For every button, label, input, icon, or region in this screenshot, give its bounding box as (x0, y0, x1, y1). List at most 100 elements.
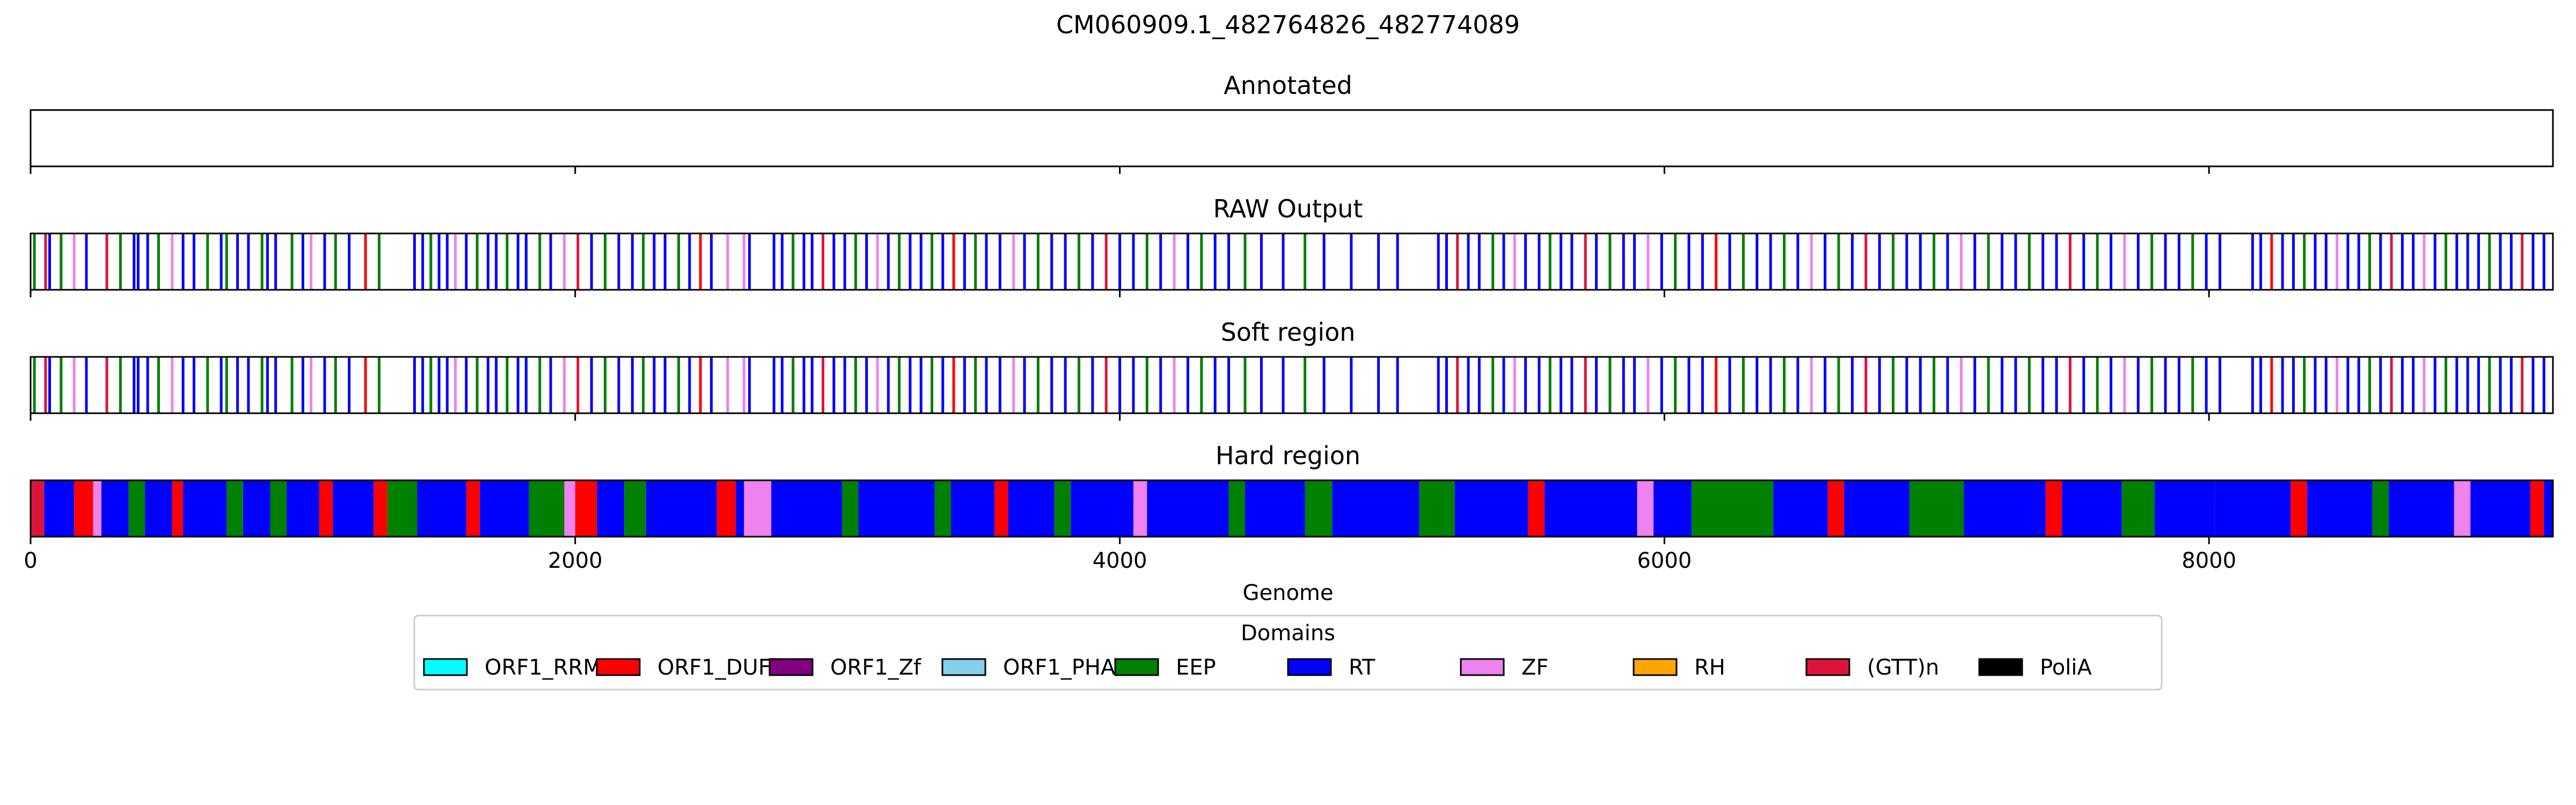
domain-segment-zf (1133, 480, 1147, 537)
domain-segment-orf1-duf (1528, 480, 1545, 537)
tracks-layer: Annotated RAW Output Soft region Hard regio… (30, 71, 2554, 544)
domain-segment-rt (1545, 480, 1637, 537)
track-raw-output: RAW Output (30, 194, 2554, 297)
track-soft-region: Soft region (30, 318, 2554, 421)
domain-segment-eep (1909, 480, 1964, 537)
domain-segment-rt (44, 480, 75, 537)
track-frame (30, 479, 2554, 538)
domain-segment-eep (934, 480, 951, 537)
track-frame (30, 109, 2554, 167)
domain-segment-rt (1773, 480, 1828, 537)
domain-segment-rt (145, 480, 172, 537)
domain-segment-rt (101, 480, 129, 537)
legend-swatch (1460, 658, 1505, 676)
domain-segment-rt (1964, 480, 2046, 537)
domain-segment-orf1-duf (2530, 480, 2544, 537)
domain-segment-eep (1692, 480, 1774, 537)
domain-segment-rt (597, 480, 625, 537)
domain-segment-rt (1332, 480, 1419, 537)
domain-segment-eep (529, 480, 565, 537)
legend-item-orf1-rrm: ORF1_RRM (423, 655, 602, 680)
figure-title: CM060909.1_482764826_482774089 (1056, 10, 1520, 39)
domain-segment-rt (2544, 480, 2553, 537)
x-tick-label: 8000 (2182, 548, 2236, 573)
x-axis-label: Genome (1242, 581, 1333, 605)
domain-segment-rt (480, 480, 529, 537)
legend-swatch (941, 658, 986, 676)
legend-frame (413, 614, 2163, 691)
x-axis: 0 2000 4000 6000 8000 (24, 548, 2236, 573)
legend-label: ORF1_DUF (657, 655, 771, 680)
domain-segment-eep (624, 480, 646, 537)
domain-segment-zf (2454, 480, 2471, 537)
legend-swatch (1287, 658, 1332, 676)
domain-segment-eep (1305, 480, 1333, 537)
track-frame (30, 232, 2554, 291)
domain-segment-rt (2470, 480, 2530, 537)
legend-label: ORF1_RRM (485, 655, 602, 680)
domain-segment-rt (1245, 480, 1305, 537)
domain-segment-rt (2154, 480, 2215, 537)
domain-segment-gtt-n (31, 480, 45, 537)
legend-swatch (769, 658, 814, 676)
domain-segment-orf1-duf (374, 480, 387, 537)
domain-segment-rt (950, 480, 995, 537)
track-frame (30, 356, 2554, 414)
domain-segment-rt (2062, 480, 2122, 537)
legend-label: ZF (1521, 655, 1548, 680)
domain-segment-rt (1147, 480, 1229, 537)
legend-item-orf1-duf: ORF1_DUF (596, 655, 771, 680)
domain-segment-rt (243, 480, 270, 537)
domain-segment-eep (1228, 480, 1245, 537)
legend-swatch (423, 658, 468, 676)
track-title-hard-region: Hard region (1216, 441, 1360, 470)
legend-item-zf: ZF (1460, 655, 1548, 680)
x-tick-label: 0 (24, 548, 37, 573)
domain-segment-zf (564, 480, 575, 537)
domain-segment-zf (1637, 480, 1654, 537)
legend-label: RH (1694, 655, 1725, 680)
domain-segment-eep (270, 480, 287, 537)
domain-segment-orf1-duf (575, 480, 597, 537)
legend: Domains ORF1_RRM ORF1_DUF ORF1_Zf ORF1_PHA E… (413, 614, 2163, 691)
domain-segment-rt (2307, 480, 2373, 537)
domain-segment-eep (2121, 480, 2155, 537)
legend-label: PoliA (2040, 655, 2092, 680)
legend-item-rt: RT (1287, 655, 1375, 680)
domain-segment-rt (771, 480, 843, 537)
track-hard-region: Hard region (30, 441, 2554, 544)
x-tick-label: 4000 (1093, 548, 1147, 573)
domain-segment-zf (744, 480, 772, 537)
domain-segment-orf1-duf (1827, 480, 1845, 537)
domain-segment-rt (1844, 480, 1910, 537)
legend-label: RT (1349, 655, 1375, 680)
domain-segment-orf1-duf (319, 480, 333, 537)
legend-label: ORF1_Zf (830, 655, 921, 680)
domain-segment-orf1-duf (2045, 480, 2062, 537)
legend-swatch (1633, 658, 1678, 676)
domain-segment-eep (387, 480, 418, 537)
domain-segment-eep (1419, 480, 1455, 537)
x-tick-label: 2000 (548, 548, 603, 573)
domain-segment-rt (1008, 480, 1055, 537)
domain-segment-orf1-duf (994, 480, 1008, 537)
domain-segment-orf1-duf (74, 480, 93, 537)
domain-segment-eep (128, 480, 145, 537)
domain-segment-eep (2372, 480, 2389, 537)
domain-segment-rt (1071, 480, 1133, 537)
domain-segment-orf1-duf (2290, 480, 2307, 537)
domain-segment-rt (2389, 480, 2454, 537)
legend-swatch (1114, 658, 1159, 676)
legend-swatch (1978, 658, 2023, 676)
track-annotated: Annotated (30, 71, 2554, 174)
domain-segment-rt (286, 480, 319, 537)
track-title-raw-output: RAW Output (1213, 194, 1363, 223)
legend-item-eep: EEP (1114, 655, 1216, 680)
domain-segment-rt (417, 480, 466, 537)
legend-item-gtt-n: (GTT)n (1805, 655, 1939, 680)
legend-entries: ORF1_RRM ORF1_DUF ORF1_Zf ORF1_PHA EEP RT ZF RH… (423, 655, 2092, 680)
legend-item-orf1-zf: ORF1_Zf (769, 655, 921, 680)
domain-segment-rt (646, 480, 717, 537)
